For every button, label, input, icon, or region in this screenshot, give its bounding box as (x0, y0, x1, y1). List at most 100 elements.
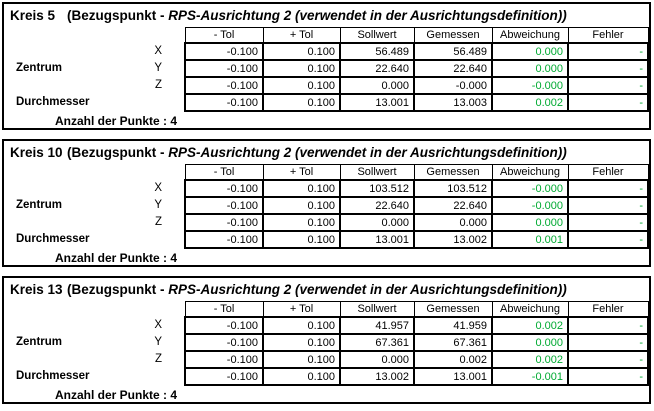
cell-sollwert: 13.001 (339, 230, 415, 249)
col-header-minus-tol: - Tol (184, 164, 264, 181)
cell-fehler: - (567, 179, 649, 198)
measurement-block: Kreis 13 (Bezugspunkt - RPS-Ausrichtung 2… (2, 276, 651, 404)
col-header-plus-tol: + Tol (262, 164, 341, 181)
cell-fehler: - (567, 59, 649, 78)
cell-minus-tol: -0.100 (184, 93, 264, 112)
cell-sollwert: 13.002 (339, 367, 415, 386)
table-header-row: - Tol + Tol Sollwert Gemessen Abweichung… (184, 164, 649, 181)
feature-name: Kreis 10 (10, 145, 63, 160)
group-label-zentrum: Zentrum (16, 336, 62, 348)
cell-plus-tol: 0.100 (262, 93, 341, 112)
cell-gemessen: 13.003 (413, 93, 493, 112)
table-row-y: -0.100 0.100 67.361 67.361 0.000 - (184, 333, 649, 352)
alignment-reference: RPS-Ausrichtung 2 (verwendet in der Ausr… (168, 145, 567, 160)
cell-minus-tol: -0.100 (184, 333, 264, 352)
measurement-block: Kreis 5 (Bezugspunkt - RPS-Ausrichtung 2 … (2, 2, 651, 130)
cell-plus-tol: 0.100 (262, 333, 341, 352)
table-row-x: -0.100 0.100 103.512 103.512 -0.000 - (184, 179, 649, 198)
axis-label-x: X (154, 45, 162, 57)
feature-subtitle: (Bezugspunkt - (67, 8, 169, 23)
cell-fehler: - (567, 196, 649, 215)
cell-plus-tol: 0.100 (262, 76, 341, 95)
cell-fehler: - (567, 213, 649, 232)
group-label-durchmesser: Durchmesser (16, 370, 90, 382)
block-title: Kreis 5 (Bezugspunkt - RPS-Ausrichtung 2 … (10, 7, 567, 24)
cell-sollwert: 0.000 (339, 213, 415, 232)
cell-minus-tol: -0.100 (184, 179, 264, 198)
block-title: Kreis 13 (Bezugspunkt - RPS-Ausrichtung 2… (10, 281, 567, 298)
cell-minus-tol: -0.100 (184, 76, 264, 95)
cell-gemessen: 67.361 (413, 333, 493, 352)
col-header-fehler: Fehler (567, 301, 649, 318)
cell-fehler: - (567, 333, 649, 352)
cell-sollwert: 41.957 (339, 316, 415, 335)
col-header-abweichung: Abweichung (491, 164, 569, 181)
cell-abweichung: 0.000 (491, 42, 569, 61)
cell-plus-tol: 0.100 (262, 42, 341, 61)
col-header-minus-tol: - Tol (184, 27, 264, 44)
col-header-minus-tol: - Tol (184, 301, 264, 318)
cell-abweichung: 0.000 (491, 333, 569, 352)
cell-minus-tol: -0.100 (184, 350, 264, 369)
col-header-abweichung: Abweichung (491, 27, 569, 44)
alignment-reference: RPS-Ausrichtung 2 (verwendet in der Ausr… (168, 8, 567, 23)
cell-abweichung: 0.000 (491, 59, 569, 78)
cell-sollwert: 22.640 (339, 59, 415, 78)
cell-minus-tol: -0.100 (184, 316, 264, 335)
cell-gemessen: 0.002 (413, 350, 493, 369)
measurement-table: - Tol + Tol Sollwert Gemessen Abweichung… (184, 27, 649, 112)
cell-fehler: - (567, 350, 649, 369)
cell-fehler: - (567, 316, 649, 335)
group-label-durchmesser: Durchmesser (16, 233, 90, 245)
block-title: Kreis 10 (Bezugspunkt - RPS-Ausrichtung 2… (10, 144, 567, 161)
axis-label-y: Y (154, 62, 162, 74)
group-label-zentrum: Zentrum (16, 199, 62, 211)
cell-plus-tol: 0.100 (262, 179, 341, 198)
cell-abweichung: -0.000 (491, 179, 569, 198)
table-row-z: -0.100 0.100 0.000 0.000 0.000 - (184, 213, 649, 232)
col-header-plus-tol: + Tol (262, 301, 341, 318)
cell-minus-tol: -0.100 (184, 230, 264, 249)
table-row-x: -0.100 0.100 56.489 56.489 0.000 - (184, 42, 649, 61)
cell-fehler: - (567, 367, 649, 386)
table-row-z: -0.100 0.100 0.000 -0.000 -0.000 - (184, 76, 649, 95)
cell-gemessen: 103.512 (413, 179, 493, 198)
table-row-durchmesser: -0.100 0.100 13.001 13.003 0.002 - (184, 93, 649, 112)
group-label-zentrum: Zentrum (16, 62, 62, 74)
table-row-y: -0.100 0.100 22.640 22.640 -0.000 - (184, 196, 649, 215)
feature-name: Kreis 13 (10, 282, 63, 297)
cell-sollwert: 0.000 (339, 350, 415, 369)
cell-sollwert: 22.640 (339, 196, 415, 215)
table-header-row: - Tol + Tol Sollwert Gemessen Abweichung… (184, 301, 649, 318)
axis-label-x: X (154, 182, 162, 194)
axis-label-y: Y (154, 336, 162, 348)
table-header-row: - Tol + Tol Sollwert Gemessen Abweichung… (184, 27, 649, 44)
cell-abweichung: -0.000 (491, 196, 569, 215)
col-header-fehler: Fehler (567, 27, 649, 44)
axis-label-z: Z (154, 79, 162, 91)
cell-fehler: - (567, 230, 649, 249)
cell-gemessen: 41.959 (413, 316, 493, 335)
measurement-table: - Tol + Tol Sollwert Gemessen Abweichung… (184, 164, 649, 249)
table-row-durchmesser: -0.100 0.100 13.002 13.001 -0.001 - (184, 367, 649, 386)
table-row-x: -0.100 0.100 41.957 41.959 0.002 - (184, 316, 649, 335)
col-header-plus-tol: + Tol (262, 27, 341, 44)
point-count-label: Anzahl der Punkte : 4 (55, 114, 178, 128)
cell-plus-tol: 0.100 (262, 367, 341, 386)
cell-plus-tol: 0.100 (262, 316, 341, 335)
point-count-label: Anzahl der Punkte : 4 (55, 251, 178, 265)
cell-plus-tol: 0.100 (262, 59, 341, 78)
feature-name: Kreis 5 (10, 8, 56, 23)
cell-sollwert: 0.000 (339, 76, 415, 95)
point-count-label: Anzahl der Punkte : 4 (55, 388, 178, 402)
cell-plus-tol: 0.100 (262, 230, 341, 249)
feature-subtitle: (Bezugspunkt - (67, 282, 169, 297)
cell-abweichung: 0.001 (491, 230, 569, 249)
cell-sollwert: 56.489 (339, 42, 415, 61)
cell-fehler: - (567, 76, 649, 95)
cell-gemessen: 56.489 (413, 42, 493, 61)
axis-label-y: Y (154, 199, 162, 211)
col-header-gemessen: Gemessen (413, 164, 493, 181)
cell-minus-tol: -0.100 (184, 59, 264, 78)
axis-label-z: Z (154, 353, 162, 365)
